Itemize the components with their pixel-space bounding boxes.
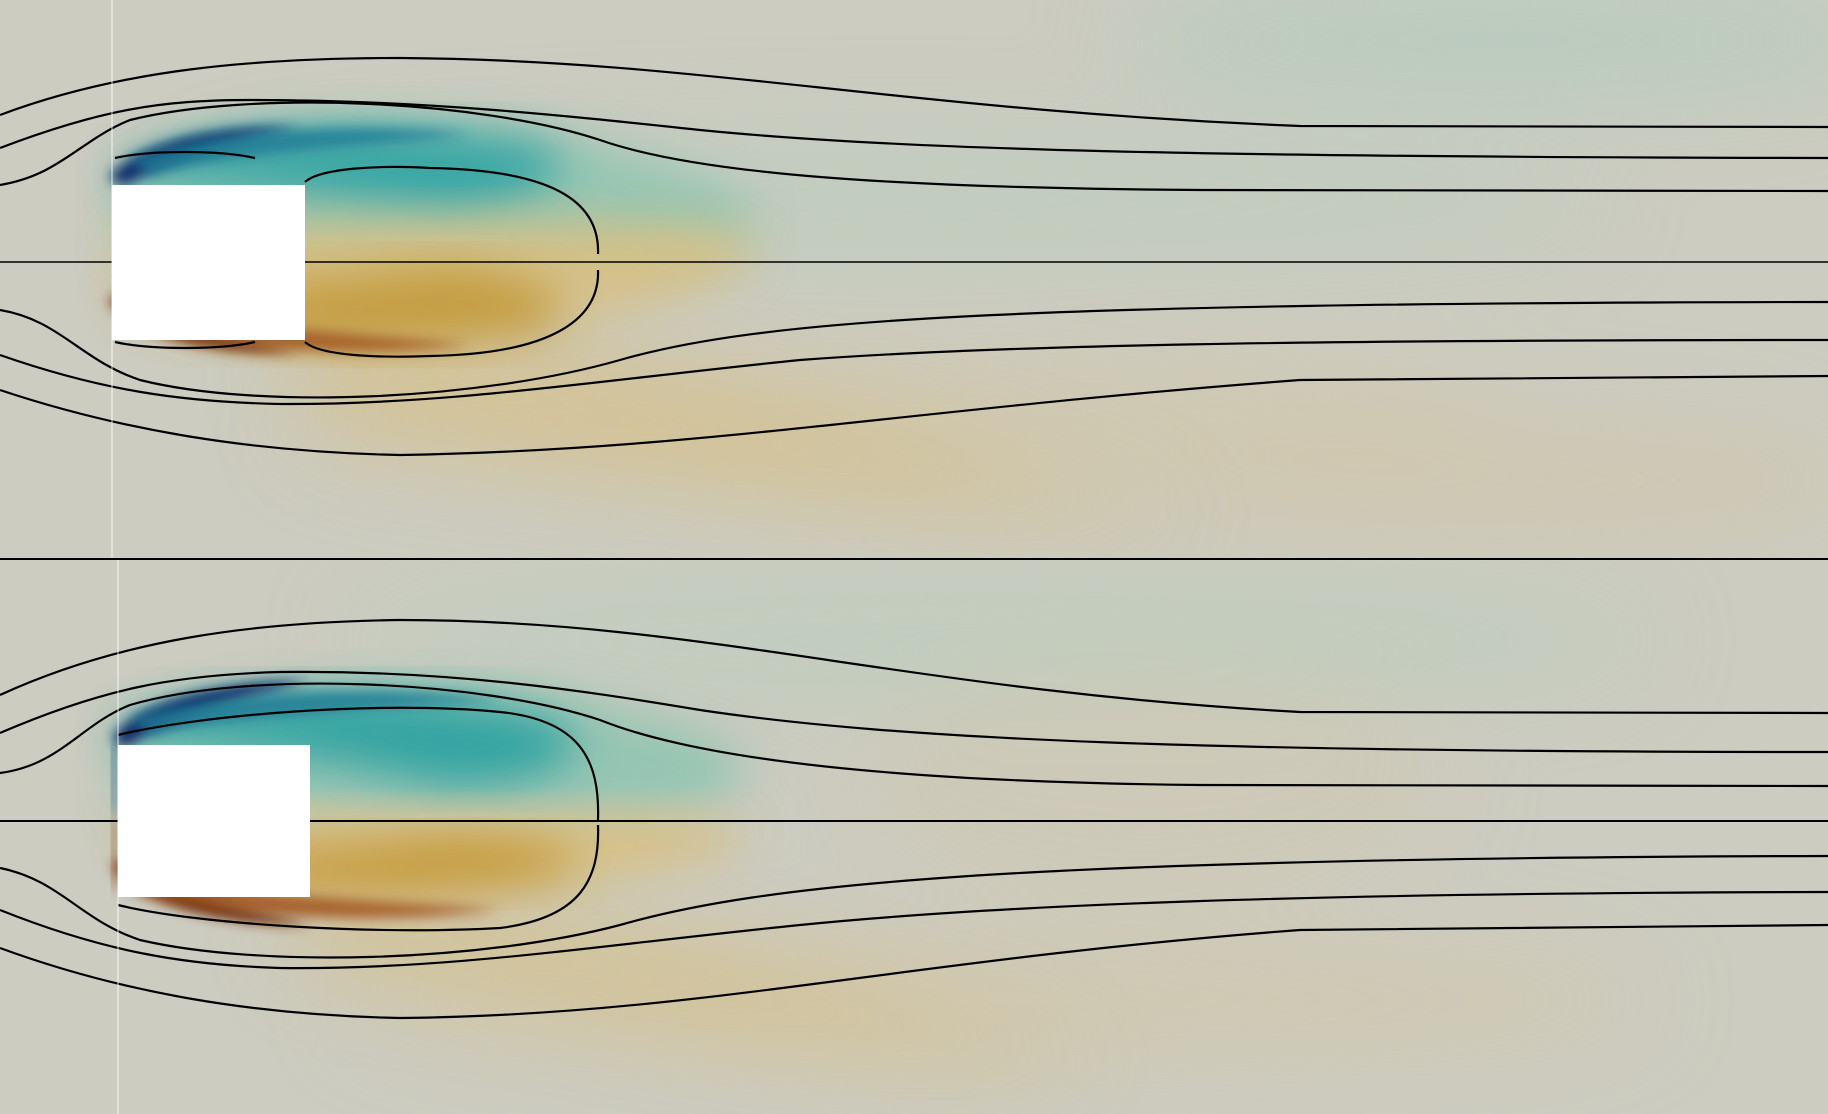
bottom-panel xyxy=(0,560,1828,1114)
top-streamlines-upper xyxy=(0,56,1828,255)
bottom-streamlines-upper xyxy=(0,618,1828,821)
bottom-obstacle xyxy=(118,745,310,897)
top-obstacle xyxy=(112,185,305,340)
top-panel xyxy=(0,0,1828,558)
top-streamlines-lower xyxy=(0,269,1828,457)
bottom-farfield-tints xyxy=(350,585,1650,1060)
bottom-streamlines-lower xyxy=(0,824,1828,1020)
